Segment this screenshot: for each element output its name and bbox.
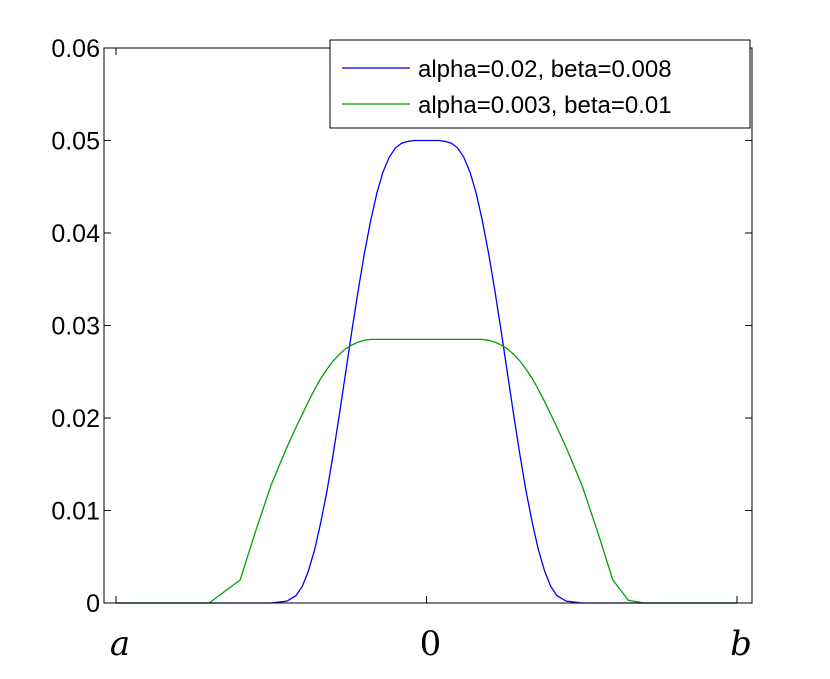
series-layer [116, 139, 737, 604]
series-line-2 [116, 338, 737, 604]
y-tick-label: 0 [86, 590, 100, 618]
plot-area [104, 48, 752, 603]
y-tick-label: 0.01 [51, 498, 100, 526]
series-line-1 [116, 139, 737, 604]
legend: alpha=0.02, beta=0.008 alpha=0.003, beta=… [329, 39, 751, 129]
y-tick-label: 0.04 [51, 220, 100, 248]
x-tick-label: a [110, 624, 130, 664]
x-tick-label: 0 [420, 624, 442, 664]
legend-label-2: alpha=0.003, beta=0.01 [418, 92, 672, 119]
y-tick-label: 0.03 [51, 313, 100, 341]
y-tick-label: 0.06 [51, 35, 100, 63]
y-tick-label: 0.02 [51, 405, 100, 433]
legend-label-1: alpha=0.02, beta=0.008 [418, 56, 672, 83]
y-tick-label: 0.05 [51, 128, 100, 156]
legend-box [329, 39, 751, 129]
x-tick-label: b [730, 624, 752, 664]
axes-layer: 00.010.020.030.040.050.06a 0 b [51, 35, 753, 664]
